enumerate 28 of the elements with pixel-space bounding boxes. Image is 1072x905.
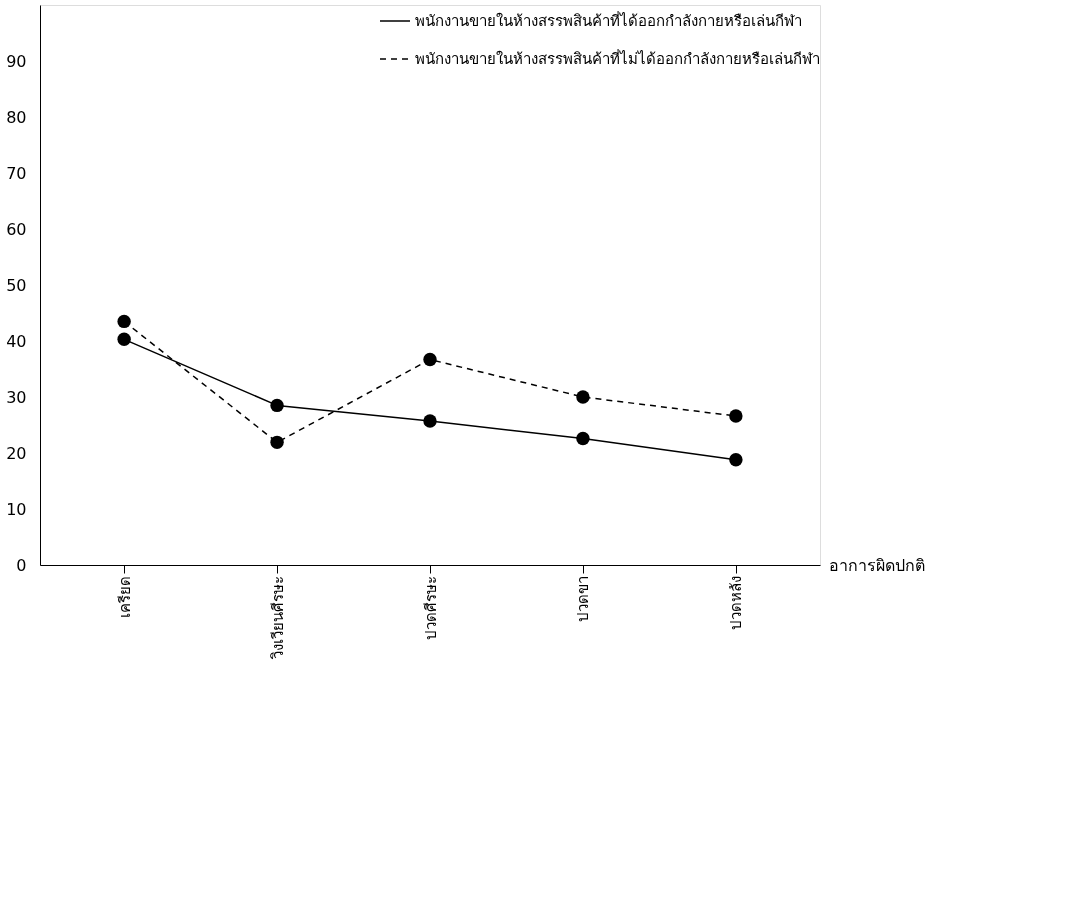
point [576,390,590,404]
legend-label: พนักงานขายในห้างสรรพสินค้าที่ได้ออกกำลังกายหรือเล่นกีฬา [415,10,802,30]
x-tick-label: ปวดขา [574,575,593,622]
x-tick-label: วิงเวียนศีรษะ [268,575,287,660]
legend-label: พนักงานขายในห้างสรรพสินค้าที่ไม่ได้ออกกำลังกายหรือเล่นกีฬา [415,48,820,68]
y-tick-label: 80 [6,107,27,127]
y-tick-label: 10 [6,499,27,519]
point [729,453,743,467]
point [423,414,437,428]
point [117,332,131,347]
y-tick-label: 30 [6,387,27,407]
point [117,314,131,329]
x-tick-label: ปวดศีรษะ [421,575,440,640]
y-tick-label: 20 [6,443,27,463]
y-tick-label: 90 [6,51,27,71]
x-axis-title: อาการผิดปกติ [828,555,925,575]
point [423,352,437,367]
point [270,398,284,413]
y-tick-label: 70 [6,163,27,183]
y-tick-label: 50 [6,275,27,295]
y-tick-label: 0 [16,555,27,575]
y-tick-label: 40 [6,331,27,351]
y-tick-label: 60 [6,219,27,239]
x-tick-label: เครียด [115,575,134,618]
x-tick-label: ปวดหลัง [727,575,746,630]
point [729,409,743,423]
point [270,435,284,450]
point [576,431,590,446]
